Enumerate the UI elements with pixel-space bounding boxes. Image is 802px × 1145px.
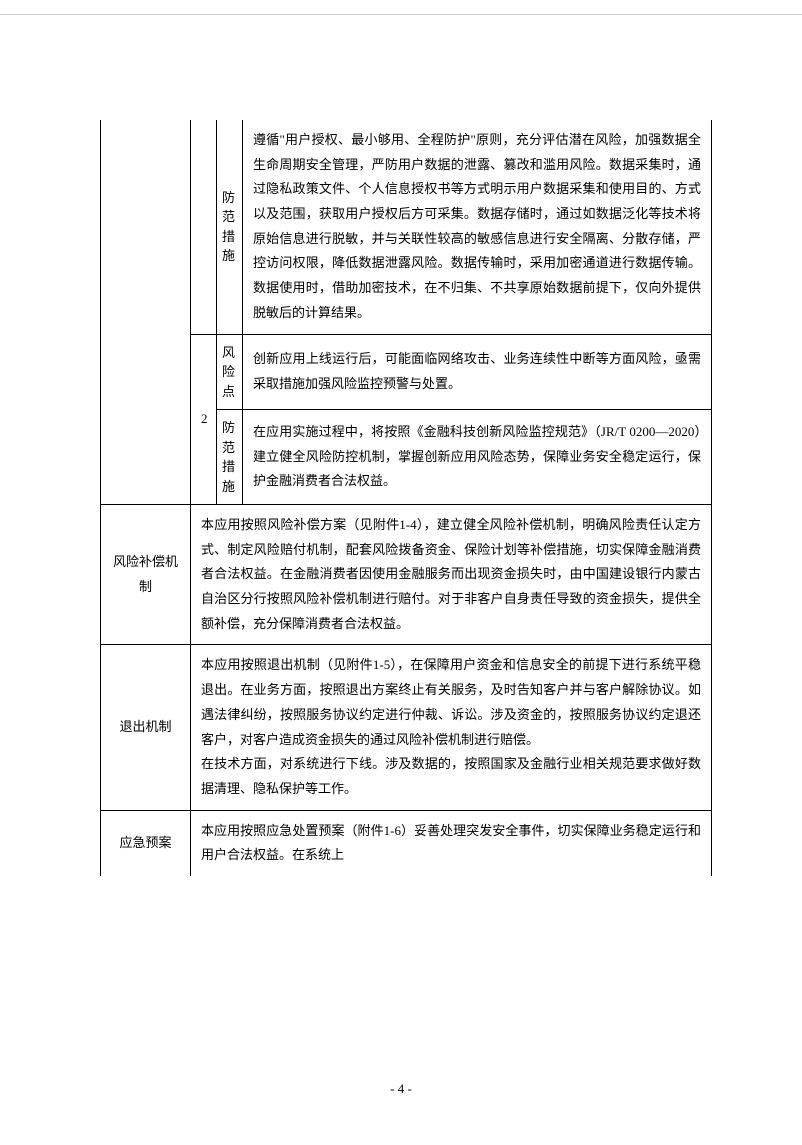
table-row: 风险补偿机制 本应用按照风险补偿方案（见附件1-4），建立健全风险补偿机制，明确… xyxy=(101,505,712,645)
row-content-cell: 本应用按照退出机制（见附件1-5），在保障用户资金和信息安全的前提下进行系统平稳… xyxy=(191,645,712,810)
row-content-cell: 遵循"用户授权、最小够用、全程防护"原则，充分评估潜在风险，加强数据全生命周期安… xyxy=(243,120,712,334)
row-content-cell: 在应用实施过程中，将按照《金融科技创新风险监控规范》（JR/T 0200—202… xyxy=(243,410,712,505)
table-row: 退出机制 本应用按照退出机制（见附件1-5），在保障用户资金和信息安全的前提下进… xyxy=(101,645,712,810)
main-table: 防范措施 遵循"用户授权、最小够用、全程防护"原则，充分评估潜在风险，加强数据全… xyxy=(100,120,712,876)
row-label-cell: 应急预案 xyxy=(101,810,191,876)
row-num-cell xyxy=(191,120,217,334)
page-number: - 4 - xyxy=(0,1081,802,1097)
document-page: 防范措施 遵循"用户授权、最小够用、全程防护"原则，充分评估潜在风险，加强数据全… xyxy=(0,0,802,1145)
row-label-cell xyxy=(101,120,191,505)
row-sublabel-cell: 防范措施 xyxy=(217,410,243,505)
sublabel-text: 风险点 xyxy=(221,343,238,402)
row-sublabel-cell: 防范措施 xyxy=(217,120,243,334)
table-row: 应急预案 本应用按照应急处置预案（附件1-6）妥善处理突发安全事件，切实保障业务… xyxy=(101,810,712,876)
table-row: 2 风险点 创新应用上线运行后，可能面临网络攻击、业务连续性中断等方面风险，亟需… xyxy=(101,334,712,410)
sublabel-text: 防范措施 xyxy=(221,418,238,496)
sublabel-text: 防范措施 xyxy=(221,188,238,266)
row-content-cell: 本应用按照应急处置预案（附件1-6）妥善处理突发安全事件，切实保障业务稳定运行和… xyxy=(191,810,712,876)
row-label-cell: 退出机制 xyxy=(101,645,191,810)
row-num-cell: 2 xyxy=(191,334,217,505)
row-sublabel-cell: 风险点 xyxy=(217,334,243,410)
row-content-cell: 本应用按照风险补偿方案（见附件1-4），建立健全风险补偿机制，明确风险责任认定方… xyxy=(191,505,712,645)
table-row: 防范措施 遵循"用户授权、最小够用、全程防护"原则，充分评估潜在风险，加强数据全… xyxy=(101,120,712,334)
row-content-cell: 创新应用上线运行后，可能面临网络攻击、业务连续性中断等方面风险，亟需采取措施加强… xyxy=(243,334,712,410)
row-label-cell: 风险补偿机制 xyxy=(101,505,191,645)
